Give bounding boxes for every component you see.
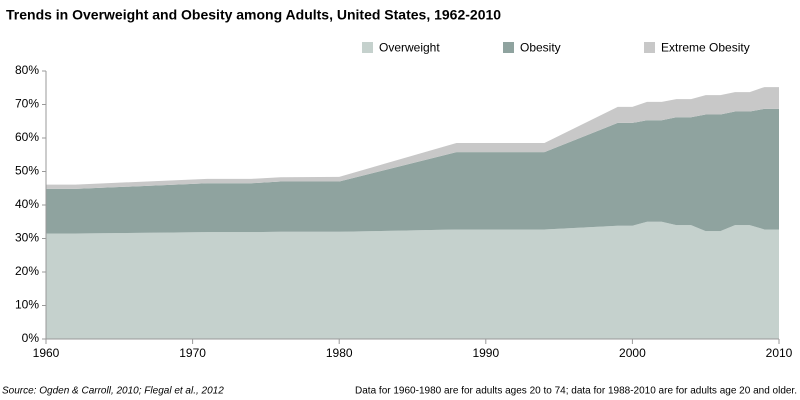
source-note: Source: Ogden & Carroll, 2010; Flegal et… — [2, 386, 224, 397]
y-tick-label: 0% — [22, 331, 40, 345]
x-tick-label: 1980 — [326, 346, 353, 360]
x-tick-label: 2010 — [766, 346, 793, 360]
y-tick-label: 30% — [15, 231, 39, 245]
y-tick-label: 10% — [15, 298, 39, 312]
y-tick-label: 40% — [15, 197, 39, 211]
y-tick-label: 80% — [15, 63, 39, 77]
data-note: Data for 1960-1980 are for adults ages 2… — [355, 386, 797, 397]
legend-label: Overweight — [379, 41, 440, 55]
legend-label: Obesity — [520, 41, 561, 55]
y-tick-label: 50% — [15, 164, 39, 178]
area — [46, 221, 779, 339]
y-tick-label: 60% — [15, 130, 39, 144]
legend-swatch — [362, 42, 373, 53]
x-tick-label: 1970 — [179, 346, 206, 360]
chart-title: Trends in Overweight and Obesity among A… — [6, 7, 501, 23]
area — [46, 108, 779, 234]
y-tick-label: 70% — [15, 97, 39, 111]
legend-label: Extreme Obesity — [661, 41, 750, 55]
x-tick-label: 1960 — [33, 346, 60, 360]
legend-swatch — [644, 42, 655, 53]
y-tick-label: 20% — [15, 264, 39, 278]
x-tick-label: 1990 — [472, 346, 499, 360]
area — [46, 87, 779, 189]
legend-swatch — [503, 42, 514, 53]
x-tick-label: 2000 — [619, 346, 646, 360]
